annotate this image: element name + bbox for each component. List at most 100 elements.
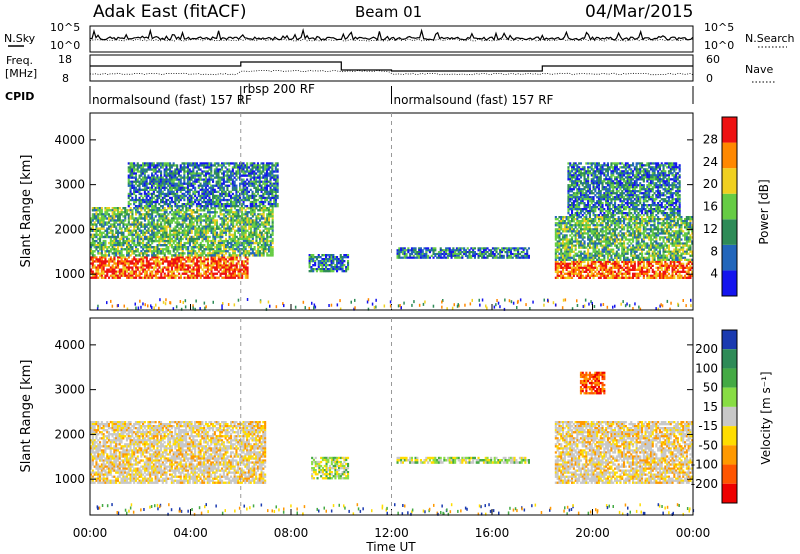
data-cell: [228, 168, 231, 171]
data-cell: [215, 170, 218, 173]
data-cell: [127, 176, 130, 179]
data-cell: [133, 166, 136, 169]
data-cell: [185, 162, 188, 165]
data-cell: [578, 266, 581, 269]
data-cell: [266, 215, 269, 218]
data-cell: [188, 237, 191, 241]
data-cell: [167, 188, 170, 191]
data-cell: [190, 176, 193, 179]
data-cell: [562, 274, 565, 277]
data-cell: [99, 217, 102, 220]
data-cell: [147, 211, 150, 214]
data-cell: [336, 260, 339, 263]
data-cell: [120, 237, 123, 241]
data-cell: [197, 274, 200, 277]
data-cell: [578, 270, 581, 273]
data-cell: [190, 200, 193, 204]
data-cell: [199, 205, 202, 208]
data-cell: [428, 251, 431, 254]
data-cell: [214, 229, 217, 232]
data-cell: [165, 244, 168, 247]
data-cell: [233, 205, 236, 208]
data-cell: [259, 239, 262, 243]
data-cell: [667, 272, 670, 275]
data-cell: [258, 170, 261, 173]
data-cell: [262, 213, 265, 216]
data-cell: [260, 217, 263, 220]
data-cell: [206, 241, 209, 245]
data-cell: [239, 254, 242, 257]
data-cell: [185, 207, 188, 210]
data-cell: [142, 248, 145, 251]
data-cell: [321, 262, 324, 265]
data-cell: [127, 162, 130, 165]
data-cell: [167, 192, 170, 196]
data-cell: [149, 244, 152, 247]
data-cell: [232, 260, 235, 263]
data-cell: [274, 182, 277, 185]
data-cell: [174, 225, 177, 228]
data-cell: [206, 184, 209, 187]
data-cell: [131, 246, 134, 249]
data-cell: [167, 237, 170, 241]
data-cell: [210, 239, 213, 243]
data-cell: [596, 266, 599, 269]
data-cell: [145, 256, 148, 259]
data-cell: [151, 213, 154, 216]
data-cell: [246, 252, 249, 255]
data-cell: [145, 266, 148, 269]
data-cell: [111, 231, 114, 234]
data-cell: [100, 211, 103, 214]
data-cell: [239, 168, 242, 171]
data-cell: [646, 274, 649, 277]
data-cell: [140, 198, 143, 202]
data-cell: [632, 268, 635, 271]
data-cell: [206, 166, 209, 169]
data-cell: [242, 246, 245, 249]
data-cell: [151, 219, 154, 222]
data-cell: [624, 260, 627, 264]
data-cell: [271, 207, 274, 210]
data-cell: [129, 186, 132, 189]
data-cell: [432, 247, 435, 250]
data-cell: [617, 270, 620, 273]
data-cell: [201, 254, 204, 257]
data-cell: [203, 237, 206, 241]
data-cell: [493, 254, 496, 257]
data-cell: [554, 236, 557, 239]
data-cell: [230, 262, 233, 265]
data-cell: [233, 270, 236, 273]
data-cell: [133, 162, 136, 165]
data-cell: [310, 256, 313, 259]
data-cell: [339, 254, 342, 257]
data-cell: [143, 225, 146, 228]
data-cell: [208, 219, 211, 222]
data-cell: [509, 256, 512, 259]
data-cell: [648, 274, 651, 277]
data-cell: [201, 209, 204, 212]
data-cell: [432, 249, 435, 252]
data-cell: [161, 248, 164, 251]
data-cell: [135, 219, 138, 222]
data-cell: [93, 229, 96, 232]
data-cell: [428, 256, 431, 259]
data-cell: [206, 164, 209, 167]
data-cell: [217, 172, 220, 175]
data-cell: [632, 274, 635, 277]
data-cell: [208, 164, 211, 167]
data-cell: [109, 260, 112, 263]
data-cell: [136, 166, 139, 169]
data-cell: [140, 174, 143, 177]
data-cell: [675, 266, 678, 269]
data-cell: [246, 188, 249, 191]
data-cell: [267, 172, 270, 175]
data-cell: [179, 215, 182, 218]
data-cell: [219, 231, 222, 234]
data-cell: [556, 248, 559, 251]
data-cell: [262, 225, 265, 228]
data-cell: [240, 162, 243, 165]
data-cell: [205, 215, 208, 218]
data-cell: [126, 227, 129, 230]
data-cell: [156, 229, 159, 232]
data-cell: [268, 221, 271, 224]
